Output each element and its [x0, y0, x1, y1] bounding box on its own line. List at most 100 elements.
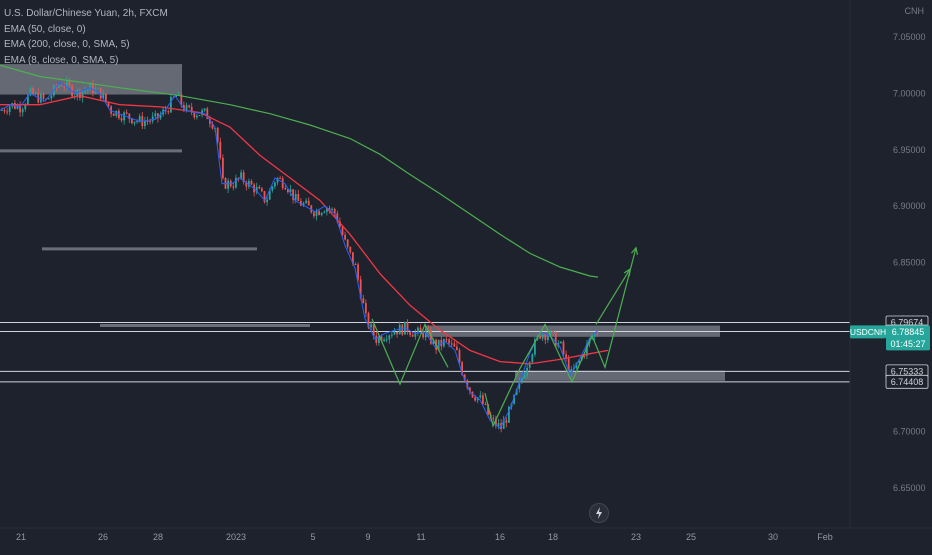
candle[interactable]: [180, 94, 183, 105]
candle[interactable]: [175, 95, 177, 97]
candle[interactable]: [359, 279, 362, 299]
candle[interactable]: [541, 334, 544, 339]
candle[interactable]: [245, 182, 248, 187]
candle[interactable]: [531, 354, 534, 363]
candle[interactable]: [29, 87, 32, 96]
candle[interactable]: [502, 420, 505, 430]
candle[interactable]: [417, 327, 419, 333]
candle[interactable]: [367, 313, 370, 328]
candle[interactable]: [138, 116, 141, 121]
candle[interactable]: [42, 93, 45, 99]
candle[interactable]: [570, 369, 573, 374]
candle[interactable]: [209, 119, 211, 124]
candle[interactable]: [102, 93, 105, 99]
candle[interactable]: [289, 189, 292, 193]
candle[interactable]: [391, 334, 393, 336]
candle[interactable]: [385, 339, 388, 341]
candle[interactable]: [34, 92, 37, 94]
candle[interactable]: [237, 177, 240, 179]
candle[interactable]: [107, 101, 110, 107]
candle[interactable]: [461, 362, 463, 375]
candle[interactable]: [105, 93, 107, 102]
candle[interactable]: [313, 212, 315, 217]
candle[interactable]: [346, 239, 349, 247]
candle[interactable]: [539, 335, 541, 339]
candle[interactable]: [92, 83, 94, 94]
candle[interactable]: [170, 96, 172, 113]
candle[interactable]: [323, 211, 326, 213]
candle[interactable]: [66, 80, 68, 88]
candle[interactable]: [586, 343, 588, 356]
candle[interactable]: [388, 335, 391, 340]
candle[interactable]: [593, 333, 596, 337]
candle[interactable]: [463, 374, 466, 381]
candle[interactable]: [406, 321, 409, 333]
candle[interactable]: [201, 110, 203, 116]
candle[interactable]: [482, 395, 484, 404]
candle[interactable]: [198, 115, 201, 117]
candle[interactable]: [89, 83, 92, 90]
current-price-box[interactable]: [886, 325, 930, 351]
candle[interactable]: [248, 180, 250, 187]
candle[interactable]: [318, 210, 320, 216]
candle[interactable]: [357, 264, 359, 280]
candle[interactable]: [380, 336, 383, 341]
candle[interactable]: [560, 341, 562, 344]
candle[interactable]: [336, 213, 339, 222]
pattern-main-line[interactable]: [484, 247, 637, 428]
candle[interactable]: [60, 85, 63, 87]
candle[interactable]: [68, 80, 71, 86]
candle[interactable]: [232, 186, 235, 188]
candle[interactable]: [190, 106, 193, 113]
candle[interactable]: [466, 380, 469, 388]
candle[interactable]: [24, 104, 27, 110]
candle[interactable]: [562, 341, 565, 355]
candle[interactable]: [149, 121, 151, 123]
candle[interactable]: [302, 203, 305, 206]
candle[interactable]: [378, 336, 380, 343]
candle[interactable]: [515, 388, 518, 395]
candle[interactable]: [297, 193, 300, 201]
symbol-badge[interactable]: [850, 325, 886, 339]
candle[interactable]: [266, 199, 268, 203]
ema-200-legend[interactable]: EMA (200, close, 0, SMA, 5): [4, 39, 130, 50]
candle[interactable]: [352, 252, 354, 265]
candle[interactable]: [596, 333, 599, 335]
candle[interactable]: [453, 343, 456, 347]
candle[interactable]: [63, 85, 66, 88]
candle[interactable]: [40, 93, 42, 103]
pattern-left-shoulder-line[interactable]: [371, 318, 449, 386]
candle[interactable]: [3, 109, 6, 112]
ema-50-legend[interactable]: EMA (50, close, 0): [4, 23, 86, 35]
candle[interactable]: [188, 105, 190, 107]
ema-8-legend[interactable]: EMA (8, close, 0, SMA, 5): [4, 54, 119, 66]
candle[interactable]: [110, 106, 112, 114]
candle[interactable]: [16, 105, 19, 109]
candle[interactable]: [544, 334, 547, 340]
ema-8-line[interactable]: [0, 81, 598, 429]
candle[interactable]: [123, 112, 125, 121]
candle[interactable]: [487, 404, 489, 415]
candle[interactable]: [354, 264, 357, 266]
candle[interactable]: [344, 234, 346, 240]
candle[interactable]: [112, 113, 115, 116]
ema-200-line[interactable]: [0, 64, 599, 278]
candle[interactable]: [547, 336, 549, 340]
candle[interactable]: [310, 205, 313, 213]
candle[interactable]: [271, 186, 274, 191]
candle[interactable]: [177, 94, 180, 96]
candle[interactable]: [411, 334, 414, 337]
candle[interactable]: [578, 360, 580, 363]
candle[interactable]: [320, 212, 323, 216]
candle[interactable]: [528, 362, 531, 368]
candle[interactable]: [279, 177, 281, 179]
candle[interactable]: [583, 355, 586, 357]
candle[interactable]: [375, 335, 378, 343]
candle[interactable]: [474, 397, 476, 401]
candle[interactable]: [86, 89, 89, 91]
candle[interactable]: [331, 208, 333, 210]
candle[interactable]: [495, 418, 497, 426]
candle[interactable]: [84, 90, 86, 92]
